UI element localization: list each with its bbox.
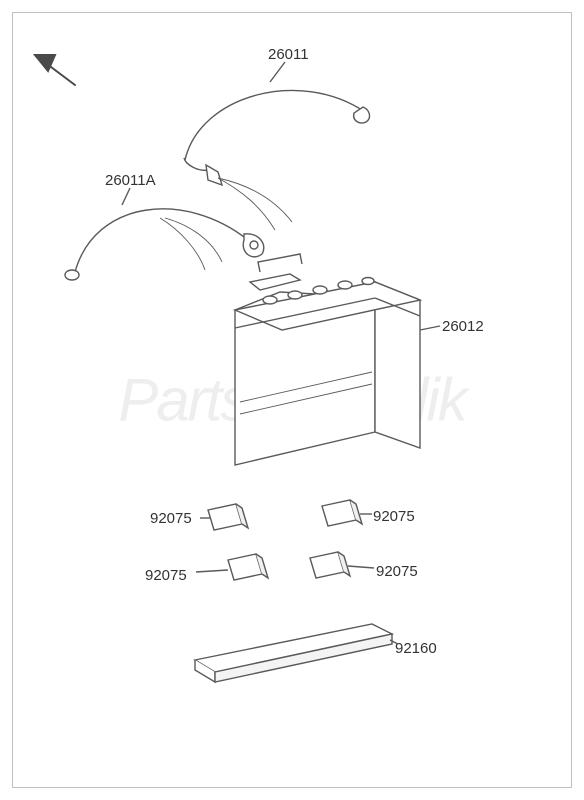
diagram-svg bbox=[0, 0, 584, 800]
label-damper-br: 92075 bbox=[376, 563, 418, 580]
label-wire-top: 26011 bbox=[268, 46, 309, 63]
label-damper-tr: 92075 bbox=[373, 508, 415, 525]
label-plate: 92160 bbox=[395, 640, 437, 657]
label-damper-bl: 92075 bbox=[145, 567, 187, 584]
label-wire-left: 26011A bbox=[105, 172, 156, 189]
label-damper-tl: 92075 bbox=[150, 510, 192, 527]
label-battery: 26012 bbox=[442, 318, 484, 335]
parts-diagram: 26011 26011A 26012 92075 92075 92075 920… bbox=[0, 0, 584, 800]
